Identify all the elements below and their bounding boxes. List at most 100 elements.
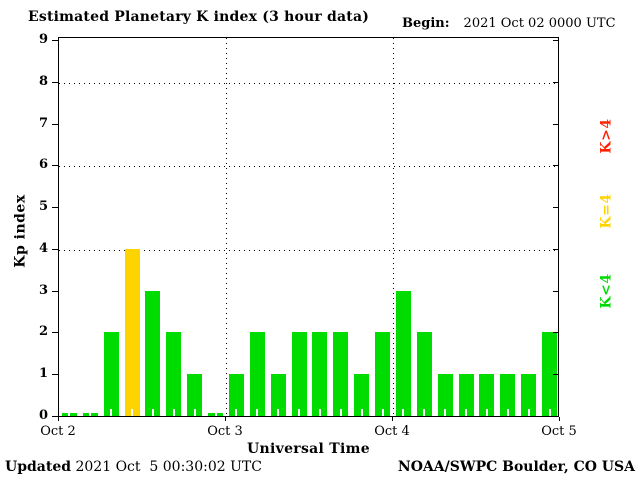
x-tick: [225, 417, 226, 421]
kp-bar: [458, 374, 474, 416]
hour-tick-notch: [172, 409, 175, 416]
v-gridline-oct-4: [393, 38, 394, 416]
kp-bar: [270, 374, 286, 416]
x-axis-title: Universal Time: [247, 441, 370, 457]
y-tick-label: 3: [38, 282, 48, 298]
legend-label-k-gt-4: K>4: [598, 118, 615, 154]
y-tick: [52, 81, 58, 83]
y-tick-label: 6: [38, 157, 48, 173]
hour-tick-notch: [423, 409, 426, 416]
hour-tick-notch: [360, 409, 363, 416]
x-tick: [58, 417, 59, 421]
x-tick-label: Oct 5: [541, 424, 577, 439]
begin-line: Begin: 2021 Oct 02 0000 UTC: [402, 16, 616, 31]
kp-bar: [249, 332, 265, 416]
y-tick: [52, 123, 58, 125]
hour-tick-notch: [318, 409, 321, 416]
x-tick-label: Oct 2: [40, 424, 76, 439]
hour-tick-notch: [89, 409, 92, 416]
kp-bar: [103, 332, 119, 416]
legend-label-k-lt-4: K<4: [598, 273, 615, 309]
y-tick: [553, 374, 559, 376]
y-tick-label: 8: [38, 73, 48, 89]
y-tick-label: 9: [38, 32, 48, 47]
kp-bar: [479, 374, 495, 416]
plot-area: [58, 37, 559, 417]
y-tick: [52, 374, 58, 376]
kp-bar: [145, 291, 161, 416]
x-tick: [392, 417, 393, 421]
x-tick-label: Oct 3: [207, 424, 243, 439]
hour-tick-notch: [214, 409, 217, 416]
y-tick: [52, 248, 58, 250]
kp-bar: [416, 332, 432, 416]
y-tick: [52, 165, 58, 167]
y-tick-label: 4: [38, 240, 48, 256]
x-tick: [559, 417, 560, 421]
legend-item: K>4: [577, 118, 637, 153]
kp-bar: [228, 374, 244, 416]
hour-tick-notch: [465, 409, 468, 416]
kp-bar: [375, 332, 391, 416]
kp-bar: [312, 332, 328, 416]
hour-tick-notch: [444, 409, 447, 416]
y-tick: [52, 332, 58, 334]
y-tick-label: 5: [38, 199, 48, 215]
hour-tick-notch: [527, 409, 530, 416]
hour-tick-notch: [151, 409, 154, 416]
y-tick: [553, 123, 559, 125]
legend-label-k-eq-4: K=4: [598, 193, 615, 229]
hour-tick-notch: [485, 409, 488, 416]
hour-tick-notch: [235, 409, 238, 416]
h-gridline-k8: [59, 82, 558, 84]
updated-label: Updated: [5, 459, 72, 475]
updated-text: Updated 2021 Oct 5 00:30:02 UTC: [5, 459, 262, 475]
y-tick: [52, 40, 58, 41]
hour-tick-notch: [256, 409, 259, 416]
kp-bar: [333, 332, 349, 416]
y-tick-label: 7: [38, 115, 48, 131]
hour-tick-notch: [506, 409, 509, 416]
y-tick: [553, 207, 559, 209]
hour-tick-notch: [402, 409, 405, 416]
hour-tick-notch: [277, 409, 280, 416]
hour-tick-notch: [68, 409, 71, 416]
y-tick: [52, 290, 58, 292]
x-tick-label: Oct 4: [374, 424, 410, 439]
h-gridline-k4: [59, 249, 558, 251]
kp-bar: [542, 332, 558, 416]
kp-bar: [395, 291, 411, 416]
kp-bar: [187, 374, 203, 416]
kp-bar: [354, 374, 370, 416]
y-tick-label: 0: [38, 408, 48, 423]
hour-tick-notch: [110, 409, 113, 416]
y-tick-label: 2: [38, 324, 48, 340]
hour-tick-notch: [548, 409, 551, 416]
hour-tick-notch: [339, 409, 342, 416]
chart-title: Estimated Planetary K index (3 hour data…: [28, 9, 370, 25]
y-tick: [553, 81, 559, 83]
hour-tick-notch: [381, 409, 384, 416]
kp-bar: [521, 374, 537, 416]
y-tick: [52, 207, 58, 209]
hour-tick-notch: [193, 409, 196, 416]
kp-bar: [437, 374, 453, 416]
y-tick: [52, 416, 58, 417]
credit-text: NOAA/SWPC Boulder, CO USA: [397, 459, 635, 475]
y-tick: [553, 416, 559, 417]
begin-value: 2021 Oct 02 0000 UTC: [463, 16, 616, 31]
h-gridline-k6: [59, 166, 558, 168]
y-tick: [553, 248, 559, 250]
legend-item: K=4: [577, 193, 637, 228]
y-tick: [553, 290, 559, 292]
y-tick-label: 1: [38, 366, 48, 382]
updated-value: 2021 Oct 5 00:30:02 UTC: [75, 459, 262, 475]
kp-bar: [166, 332, 182, 416]
kp-bar: [291, 332, 307, 416]
hour-tick-notch: [298, 409, 301, 416]
begin-label: Begin:: [402, 16, 450, 31]
hour-tick-notch: [131, 409, 134, 416]
y-tick: [553, 165, 559, 167]
y-tick: [553, 40, 559, 41]
